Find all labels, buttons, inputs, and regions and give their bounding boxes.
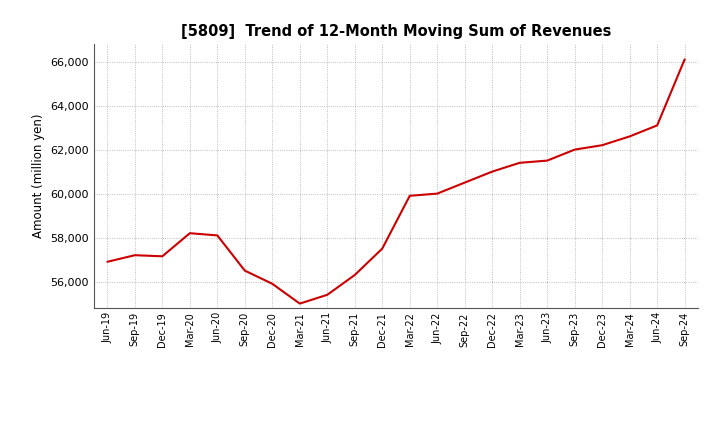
Y-axis label: Amount (million yen): Amount (million yen) bbox=[32, 114, 45, 238]
Title: [5809]  Trend of 12-Month Moving Sum of Revenues: [5809] Trend of 12-Month Moving Sum of R… bbox=[181, 24, 611, 39]
